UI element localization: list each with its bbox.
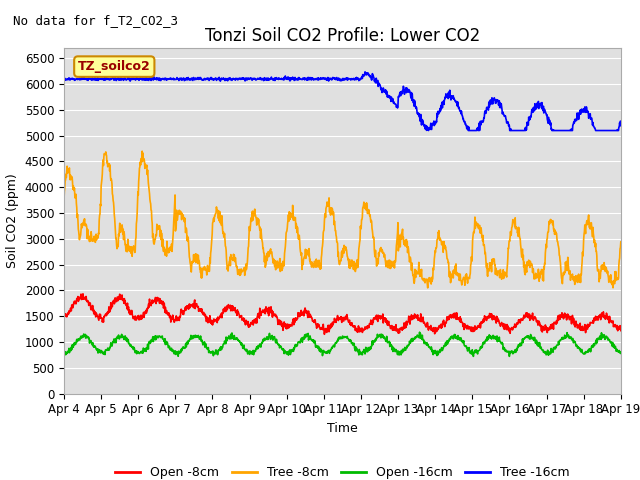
Legend: Open -8cm, Tree -8cm, Open -16cm, Tree -16cm: Open -8cm, Tree -8cm, Open -16cm, Tree -… <box>110 461 575 480</box>
Text: TZ_soilco2: TZ_soilco2 <box>78 60 150 73</box>
Y-axis label: Soil CO2 (ppm): Soil CO2 (ppm) <box>6 173 19 268</box>
Text: No data for f_T2_CO2_3: No data for f_T2_CO2_3 <box>13 14 178 27</box>
X-axis label: Time: Time <box>327 422 358 435</box>
Title: Tonzi Soil CO2 Profile: Lower CO2: Tonzi Soil CO2 Profile: Lower CO2 <box>205 27 480 45</box>
